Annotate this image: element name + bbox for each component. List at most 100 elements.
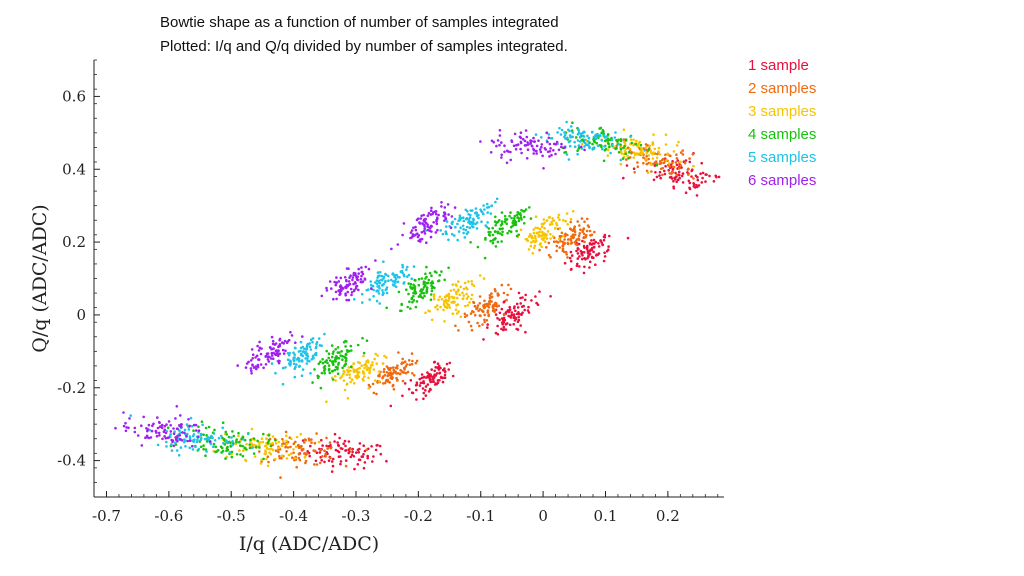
data-point: [339, 276, 343, 280]
data-point: [653, 147, 657, 151]
data-point: [704, 180, 707, 183]
data-point: [345, 373, 349, 377]
data-point: [619, 162, 623, 166]
data-point: [221, 426, 224, 430]
data-point: [472, 217, 475, 221]
y-tick-label: -0.4: [57, 452, 86, 470]
data-point: [250, 369, 253, 373]
data-point: [439, 366, 442, 370]
data-point: [476, 306, 479, 310]
data-point: [547, 136, 551, 140]
data-point: [142, 415, 145, 419]
data-point: [336, 351, 340, 354]
data-point: [224, 457, 227, 460]
data-point: [311, 355, 315, 358]
data-point: [430, 284, 433, 287]
data-point: [415, 381, 419, 385]
data-point: [300, 359, 304, 362]
data-point: [680, 166, 683, 169]
data-point: [309, 338, 313, 342]
data-point: [321, 361, 325, 365]
data-point: [306, 450, 310, 453]
data-point: [429, 209, 433, 212]
data-point: [462, 287, 466, 291]
data-point: [551, 235, 555, 238]
data-point: [647, 157, 650, 161]
data-point: [297, 359, 301, 362]
data-point: [292, 351, 295, 355]
data-point: [592, 256, 595, 260]
data-point: [318, 451, 322, 454]
data-point: [295, 363, 298, 366]
data-point: [430, 375, 433, 378]
data-point: [225, 447, 229, 450]
data-point: [501, 230, 504, 234]
data-point: [594, 133, 598, 137]
data-point: [299, 445, 302, 448]
data-point: [569, 259, 573, 263]
data-point: [474, 207, 478, 210]
data-point: [267, 360, 271, 363]
data-point: [324, 454, 328, 458]
data-point: [390, 247, 393, 251]
data-point: [187, 418, 190, 421]
data-point: [122, 424, 126, 428]
data-point: [432, 297, 436, 301]
data-point: [459, 285, 463, 289]
data-point: [382, 368, 386, 371]
data-point: [317, 337, 321, 340]
data-point: [623, 144, 626, 148]
data-point: [347, 280, 351, 283]
data-point: [636, 165, 640, 168]
data-point: [477, 216, 480, 220]
data-point: [462, 216, 465, 219]
data-point: [423, 375, 426, 379]
data-point: [478, 324, 481, 328]
data-point: [664, 143, 668, 146]
data-point: [486, 211, 490, 214]
data-point: [210, 434, 213, 438]
data-point: [199, 438, 202, 442]
data-point: [277, 361, 281, 365]
data-point: [455, 284, 458, 287]
data-point: [348, 450, 351, 454]
data-point: [360, 364, 364, 368]
data-point: [362, 351, 366, 355]
data-point: [187, 428, 191, 431]
data-point: [434, 210, 438, 213]
data-point: [293, 375, 297, 379]
data-point: [464, 228, 468, 232]
data-point: [425, 291, 428, 295]
data-point: [548, 223, 552, 226]
data-point: [289, 330, 292, 334]
data-point: [575, 249, 578, 253]
data-point: [467, 280, 470, 283]
data-point: [636, 161, 639, 164]
data-point: [377, 292, 381, 295]
data-point: [258, 340, 261, 344]
data-point: [411, 286, 415, 289]
data-point: [468, 216, 472, 219]
data-point: [435, 222, 439, 225]
data-point: [470, 282, 474, 286]
data-point: [389, 278, 393, 282]
data-point: [379, 452, 383, 456]
data-point: [508, 229, 511, 233]
data-point: [383, 280, 387, 284]
data-point: [465, 292, 468, 296]
data-point: [190, 424, 194, 428]
data-point: [330, 344, 334, 347]
data-point: [566, 256, 569, 259]
data-point: [274, 439, 277, 442]
data-point: [440, 201, 443, 204]
data-point: [505, 298, 508, 302]
data-point: [420, 373, 424, 376]
data-point: [452, 288, 456, 292]
data-point: [626, 154, 629, 158]
data-point: [256, 363, 260, 367]
data-point: [422, 282, 426, 286]
data-point: [334, 379, 337, 382]
data-point: [467, 218, 471, 222]
data-point: [165, 445, 168, 448]
data-point: [546, 140, 549, 144]
